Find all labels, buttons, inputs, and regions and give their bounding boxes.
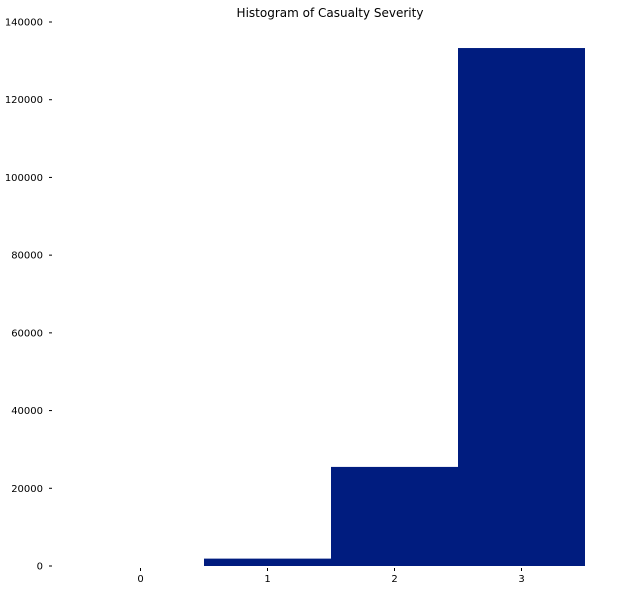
y-tick-label-80000: 80000 bbox=[11, 251, 43, 262]
y-tick-label-60000: 60000 bbox=[11, 328, 43, 339]
x-tick-label-1: 1 bbox=[264, 574, 270, 585]
y-tick-label-120000: 120000 bbox=[5, 95, 43, 106]
y-tick-label-20000: 20000 bbox=[11, 484, 43, 495]
bar-1 bbox=[204, 558, 331, 566]
x-tick-label-2: 2 bbox=[391, 574, 397, 585]
y-tick-label-0: 0 bbox=[37, 562, 43, 573]
bars-group bbox=[204, 48, 585, 566]
bar-3 bbox=[458, 48, 585, 566]
bar-2 bbox=[331, 466, 458, 566]
y-axis: 0 20000 40000 60000 80000 100000 120000 140000 bbox=[5, 18, 52, 573]
y-tick-label-40000: 40000 bbox=[11, 406, 43, 417]
chart-title: Histogram of Casualty Severity bbox=[237, 6, 424, 20]
y-tick-label-140000: 140000 bbox=[5, 18, 43, 29]
x-tick-label-3: 3 bbox=[518, 574, 524, 585]
y-tick-label-100000: 100000 bbox=[5, 173, 43, 184]
x-tick-label-0: 0 bbox=[137, 574, 143, 585]
x-axis: 0 1 2 3 bbox=[137, 568, 525, 585]
